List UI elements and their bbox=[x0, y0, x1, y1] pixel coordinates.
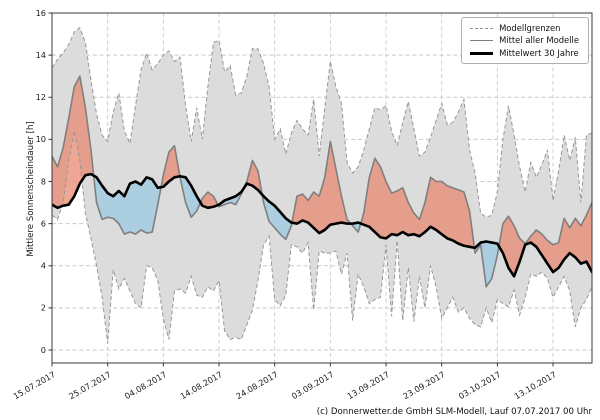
x-tick-label: 23.09.2017 bbox=[401, 369, 447, 401]
x-tick-label: 13.09.2017 bbox=[345, 369, 391, 401]
x-tick-label: 03.10.2017 bbox=[457, 369, 503, 401]
x-tick-label: 25.07.2017 bbox=[67, 369, 113, 401]
30yr-mean-line bbox=[52, 172, 592, 278]
axes-frame bbox=[51, 12, 593, 364]
y-tick-label: 16 bbox=[36, 8, 46, 18]
above-normal-fill bbox=[360, 158, 475, 248]
above-normal-fill bbox=[291, 141, 351, 234]
legend-item-mittelwert-30-jahre: Mittelwert 30 Jahre bbox=[470, 47, 579, 58]
above-normal-fill bbox=[244, 160, 263, 195]
y-axis-label: Mittlere Sonnenscheindauer [h] bbox=[26, 121, 36, 257]
y-tick-label: 14 bbox=[36, 50, 46, 60]
y-tick-label: 0 bbox=[41, 345, 46, 355]
y-tick-label: 6 bbox=[41, 218, 46, 228]
below-normal-fill bbox=[262, 194, 292, 240]
above-normal-fill bbox=[52, 76, 94, 208]
y-tick-label: 12 bbox=[36, 92, 46, 102]
model-mean-line bbox=[52, 75, 592, 288]
x-tick-label: 24.08.2017 bbox=[234, 369, 280, 401]
legend-item-mittel-aller-modelle: Mittel aller Modelle bbox=[470, 35, 579, 46]
below-normal-fill bbox=[474, 241, 499, 287]
below-normal-fill bbox=[179, 176, 201, 218]
legend-label: Mittelwert 30 Jahre bbox=[499, 47, 579, 58]
gray-line-icon bbox=[470, 40, 494, 42]
x-tick-label: 04.08.2017 bbox=[123, 369, 169, 401]
legend-label: Mittel aller Modelle bbox=[499, 35, 579, 46]
legend-item-modellgrenzen: Modellgrenzen bbox=[470, 24, 579, 32]
x-tick-label: 13.10.2017 bbox=[512, 369, 558, 401]
legend-label: Modellgrenzen bbox=[499, 23, 561, 33]
below-normal-fill bbox=[93, 175, 162, 235]
y-tick-label: 4 bbox=[41, 261, 46, 271]
copyright-text: (c) Donnerwetter.de GmbH SLM-Modell, Lau… bbox=[316, 407, 592, 417]
y-tick-label: 10 bbox=[36, 134, 46, 144]
above-normal-fill bbox=[498, 202, 592, 277]
legend: Modellgrenzen Mittel aller Modelle Mitte… bbox=[461, 17, 589, 65]
upper-model-boundary-line bbox=[52, 26, 592, 218]
x-tick-label: 14.08.2017 bbox=[178, 369, 224, 401]
x-tick-label: 15.07.2017 bbox=[11, 369, 57, 401]
y-tick-label: 2 bbox=[41, 303, 46, 313]
y-tick-label: 8 bbox=[41, 176, 46, 186]
x-tick-label: 03.09.2017 bbox=[290, 369, 336, 401]
black-line-icon bbox=[470, 51, 494, 55]
dashed-line-icon bbox=[470, 27, 494, 29]
lower-model-boundary-line bbox=[52, 130, 592, 344]
